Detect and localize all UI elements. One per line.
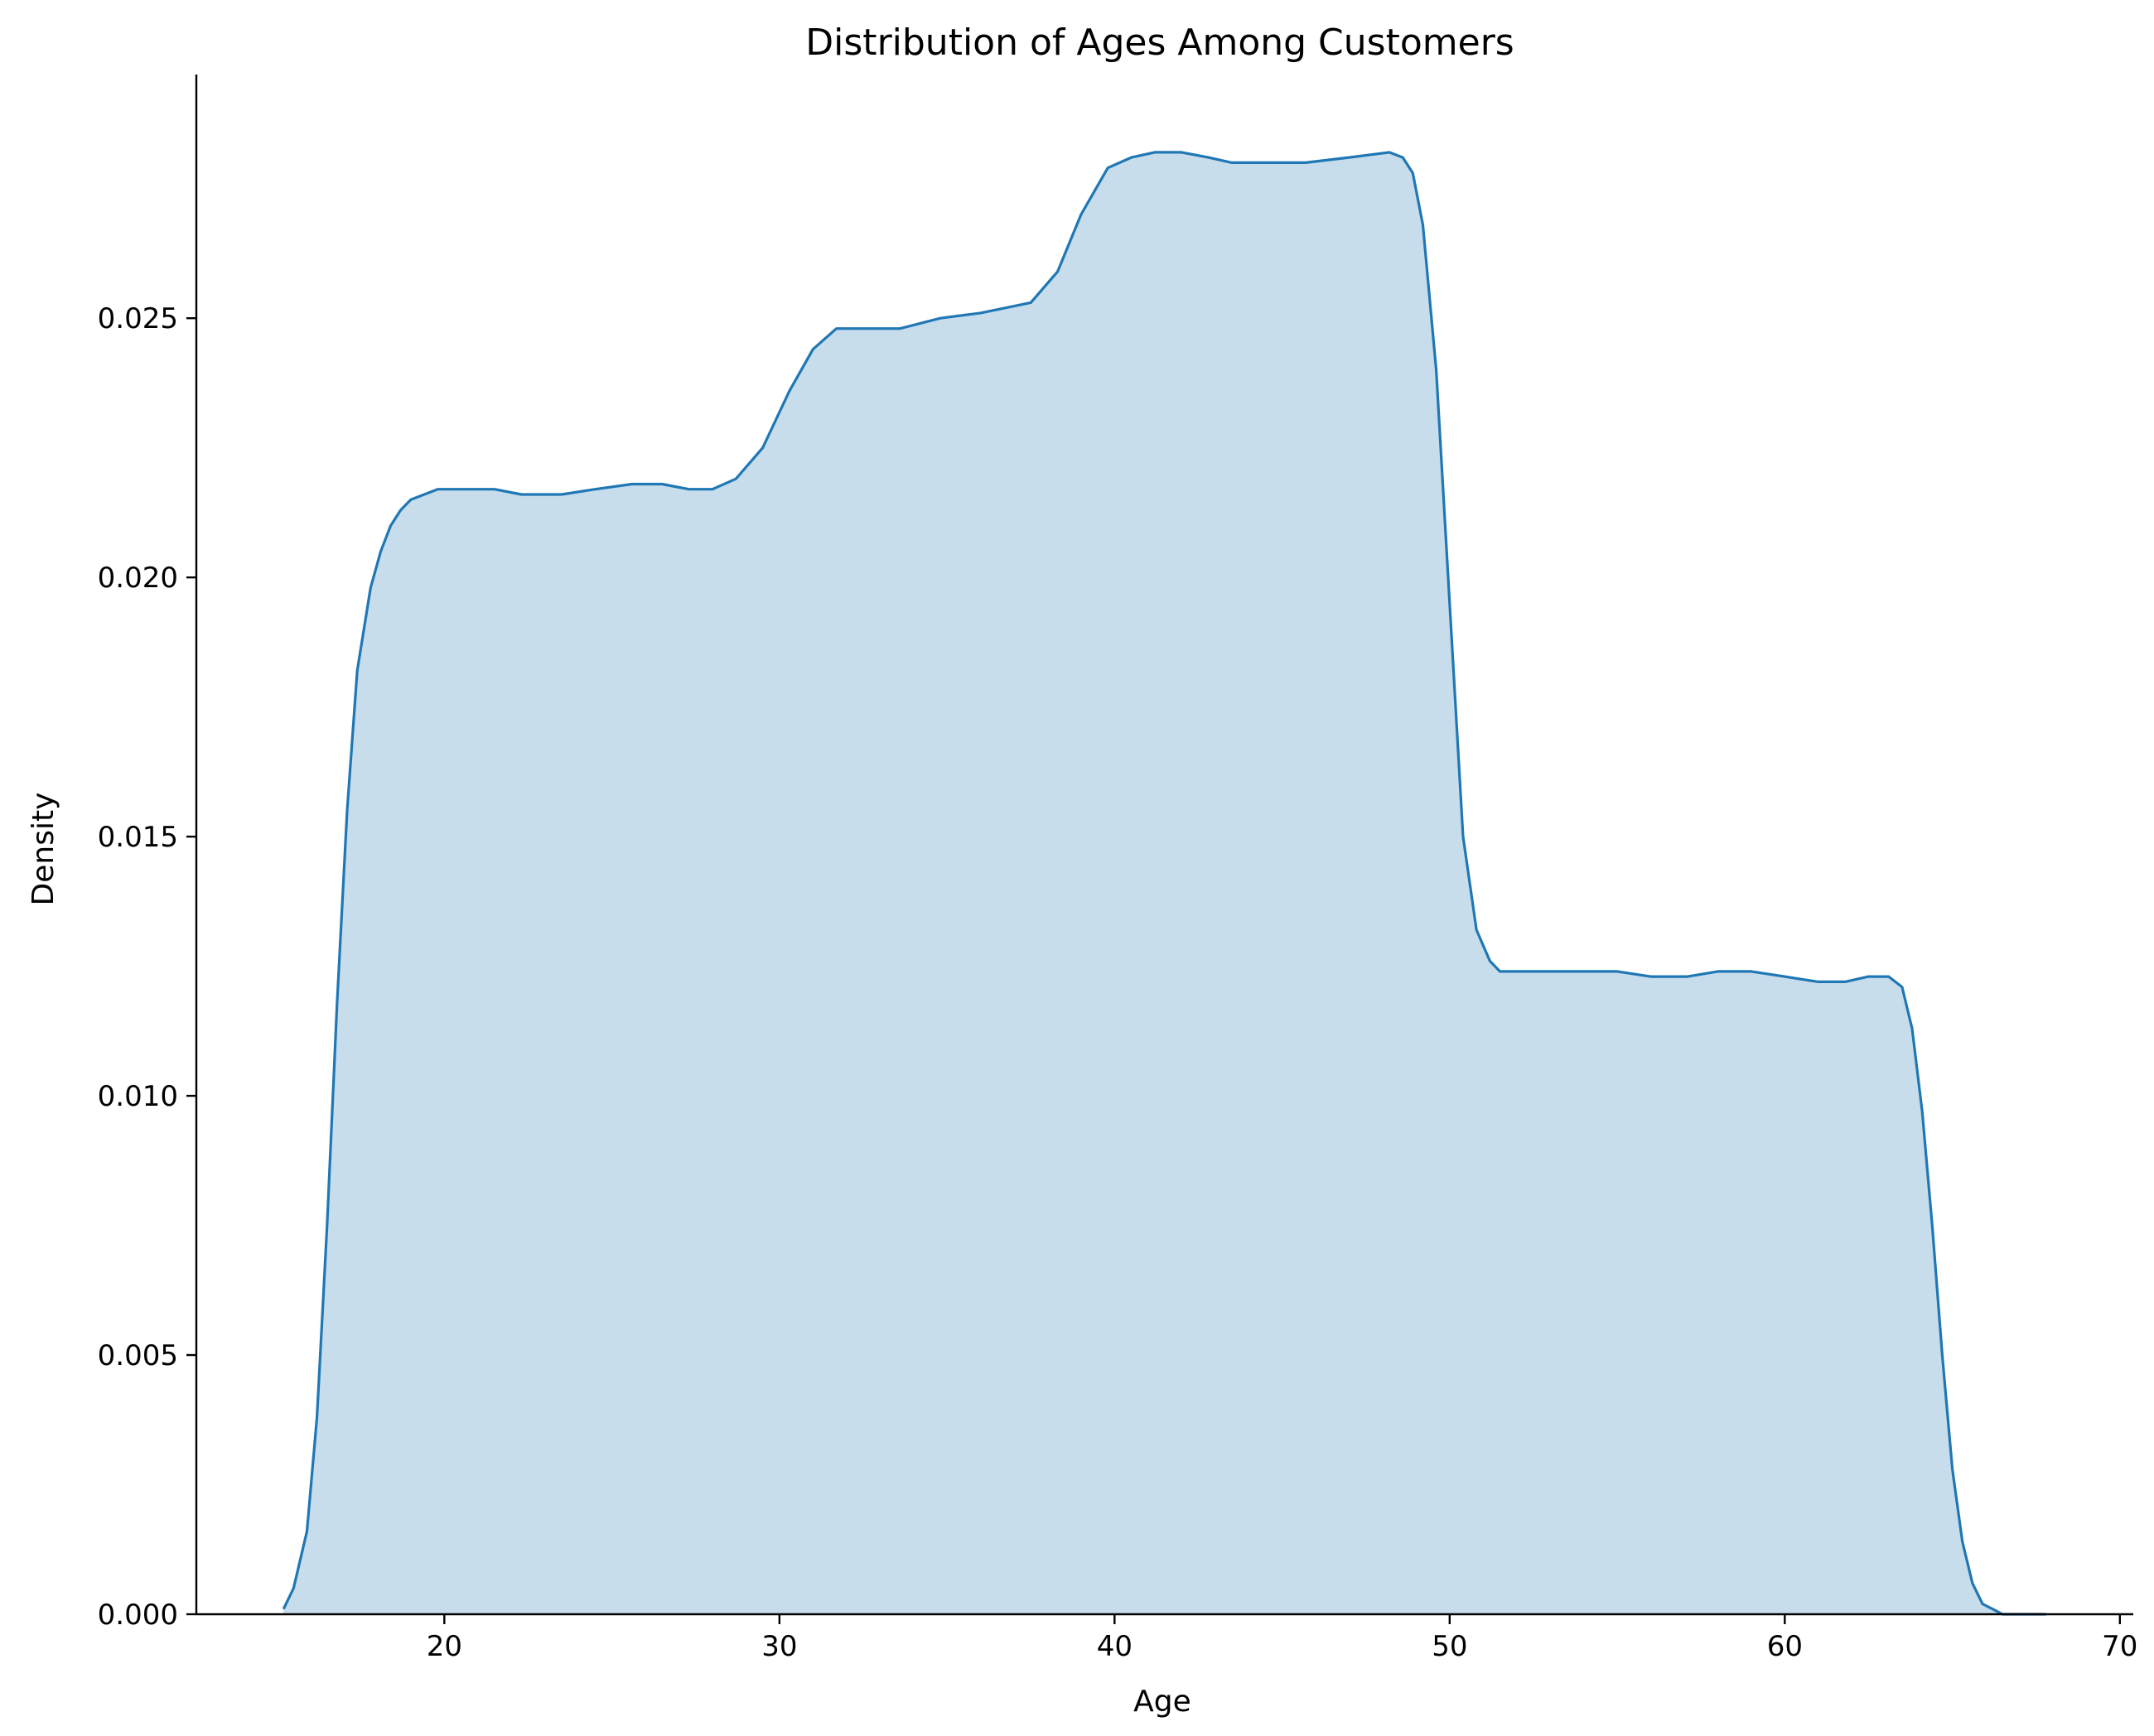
x-axis: 20 30 40 50 60 70	[196, 1613, 2137, 1663]
y-tick-label: 0.000	[98, 1599, 178, 1632]
density-line-0	[282, 151, 2046, 1616]
density-area-0	[283, 152, 2046, 1614]
y-axis: 0.000 0.005 0.010 0.015 0.020 0.025	[98, 75, 198, 1632]
y-tick-label: 0.025	[98, 302, 178, 335]
x-tick-label: 40	[1097, 1630, 1133, 1663]
x-tick-label: 20	[427, 1630, 462, 1663]
y-tick-label: 0.020	[98, 562, 178, 595]
x-axis-label: Age	[1133, 1685, 1191, 1719]
plot-area	[282, 151, 2046, 1616]
x-tick-label: 30	[761, 1630, 797, 1663]
chart-title: Distribution of Ages Among Customers	[805, 22, 1514, 64]
x-tick-label: 70	[2102, 1630, 2137, 1663]
y-tick-label: 0.010	[98, 1080, 178, 1113]
x-tick-label: 50	[1432, 1630, 1467, 1663]
y-tick-label: 0.015	[98, 821, 178, 854]
x-tick-label: 60	[1767, 1630, 1803, 1663]
y-tick-label: 0.005	[98, 1339, 178, 1372]
y-axis-label: Density	[27, 793, 60, 906]
